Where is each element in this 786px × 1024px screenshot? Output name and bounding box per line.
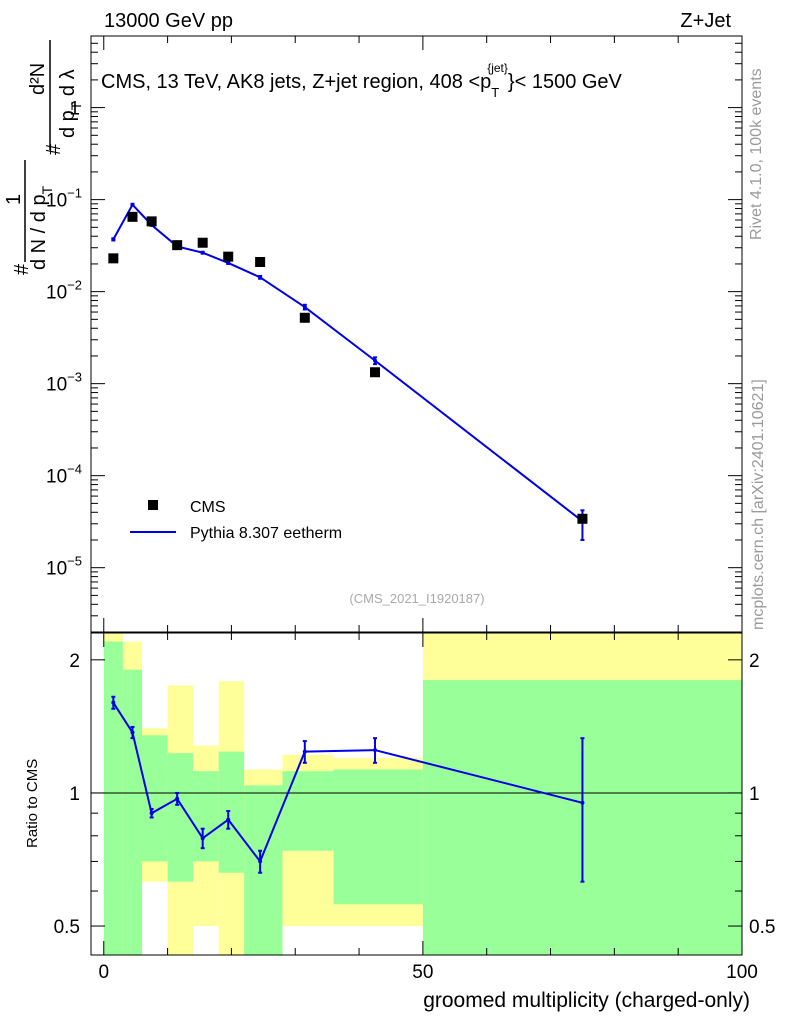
- main-title-sub: T: [491, 85, 499, 100]
- ratio-axis-label: Ratio to CMS: [24, 759, 41, 848]
- main-title-pre: CMS, 13 TeV, AK8 jets, Z+jet region, 408…: [101, 71, 491, 93]
- x-tick-label: 100: [726, 962, 758, 983]
- main-y-tick-label: 10−5: [46, 554, 82, 580]
- ratio-band-green: [282, 771, 334, 851]
- legend-cms-marker: [148, 500, 158, 510]
- ratio-point: [130, 730, 135, 735]
- header-right: Z+Jet: [680, 10, 731, 32]
- legend-mc-label: Pythia 8.307 eetherm: [190, 525, 342, 542]
- cms-series: [108, 211, 588, 524]
- cms-point: [172, 240, 183, 251]
- ylabel-num: 1: [3, 194, 25, 205]
- ratio-y-tick-label-right: 2: [749, 651, 760, 672]
- mc-point: [373, 358, 378, 363]
- cms-point: [108, 253, 119, 264]
- ratio-tick-labels: 0.5 0.5 1 1 2 2 0 50 100: [54, 651, 776, 983]
- ratio-band-green: [193, 771, 219, 862]
- ratio-y-tick-label-right: 1: [749, 784, 760, 805]
- ratio-bands: [103, 633, 742, 955]
- main-title-post: }< 1500 GeV: [508, 71, 623, 93]
- ratio-line: [112, 702, 583, 864]
- main-y-tick-label: 10−3: [46, 370, 82, 396]
- cms-point: [197, 237, 208, 248]
- cms-point: [223, 251, 234, 262]
- main-y-tick-label: 10−1: [46, 186, 82, 212]
- cms-point: [255, 256, 266, 267]
- mc-line: [112, 203, 584, 522]
- y-axis-label: # 1 d N / d pT # d²N d pT d λ: [3, 40, 84, 275]
- mc-point: [111, 237, 116, 242]
- cms-point: [299, 312, 310, 323]
- ratio-y-tick-label-left: 2: [69, 651, 80, 672]
- ratio-frame: [90, 632, 743, 956]
- main-y-tick-label: 10−2: [46, 278, 82, 304]
- legend: CMS Pythia 8.307 eetherm: [130, 499, 342, 542]
- ylabel-right-num: d²N: [27, 63, 49, 95]
- ratio-band-green: [244, 785, 283, 955]
- x-axis-label: groomed multiplicity (charged-only): [423, 989, 750, 1012]
- ratio-point: [175, 796, 180, 801]
- cms-point: [146, 216, 157, 227]
- ratio-series: [111, 695, 585, 883]
- ratio-point: [302, 749, 307, 754]
- ratio-point: [373, 748, 378, 753]
- main-y-tick-labels: 10−5 10−4 10−3 10−2 10−1 1: [46, 99, 82, 580]
- mc-point: [130, 202, 135, 207]
- mc-series: [111, 202, 585, 541]
- ratio-y-tick-label-left: 0.5: [54, 917, 80, 938]
- ratio-panel: 0.5 0.5 1 1 2 2 0 50 100: [54, 632, 776, 983]
- mc-point: [226, 260, 231, 265]
- ratio-axis-ticks: [91, 633, 743, 955]
- cms-point: [127, 211, 138, 222]
- ratio-point: [580, 800, 585, 805]
- ratio-point: [111, 700, 116, 705]
- mcplots-label: mcplots.cern.ch [arXiv:2401.10621]: [750, 379, 767, 630]
- ratio-band-green: [333, 769, 423, 905]
- ratio-point: [149, 811, 154, 816]
- cms-point: [370, 367, 381, 378]
- main-y-tick-label: 1: [69, 99, 80, 120]
- cms-point: [577, 513, 588, 524]
- x-tick-label: 50: [412, 962, 433, 983]
- mc-point: [200, 250, 205, 255]
- legend-cms-label: CMS: [190, 499, 226, 516]
- ratio-band-green: [218, 751, 245, 873]
- main-title: CMS, 13 TeV, AK8 jets, Z+jet region, 408…: [101, 61, 623, 100]
- x-tick-label: 0: [98, 962, 109, 983]
- ratio-band-green: [103, 641, 123, 955]
- ratio-point: [200, 836, 205, 841]
- ratio-band-green: [122, 669, 143, 955]
- ratio-point: [226, 817, 231, 822]
- main-title-sup: {jet}: [487, 61, 508, 75]
- ratio-point: [258, 859, 263, 864]
- ratio-y-tick-label-right: 0.5: [749, 917, 775, 938]
- ratio-band-green: [142, 735, 168, 862]
- ylabel-right-hash: #: [43, 143, 65, 155]
- rivet-label: Rivet 4.1.0, 100k events: [748, 68, 765, 240]
- ylabel-den: d N / d pT: [28, 185, 55, 270]
- header-left: 13000 GeV pp: [104, 10, 233, 32]
- analysis-id: (CMS_2021_I1920187): [349, 591, 484, 606]
- main-y-tick-label: 10−4: [46, 462, 82, 488]
- ylabel-hash: #: [11, 263, 33, 275]
- main-frame: [90, 35, 743, 633]
- ylabel-right-den: d pT d λ: [57, 69, 84, 138]
- mc-point: [302, 305, 307, 310]
- main-panel: 10−5 10−4 10−3 10−2 10−1 1: [46, 35, 743, 633]
- ratio-y-tick-label-left: 1: [69, 784, 80, 805]
- mc-point: [258, 275, 263, 280]
- main-axis-ticks: [91, 35, 743, 633]
